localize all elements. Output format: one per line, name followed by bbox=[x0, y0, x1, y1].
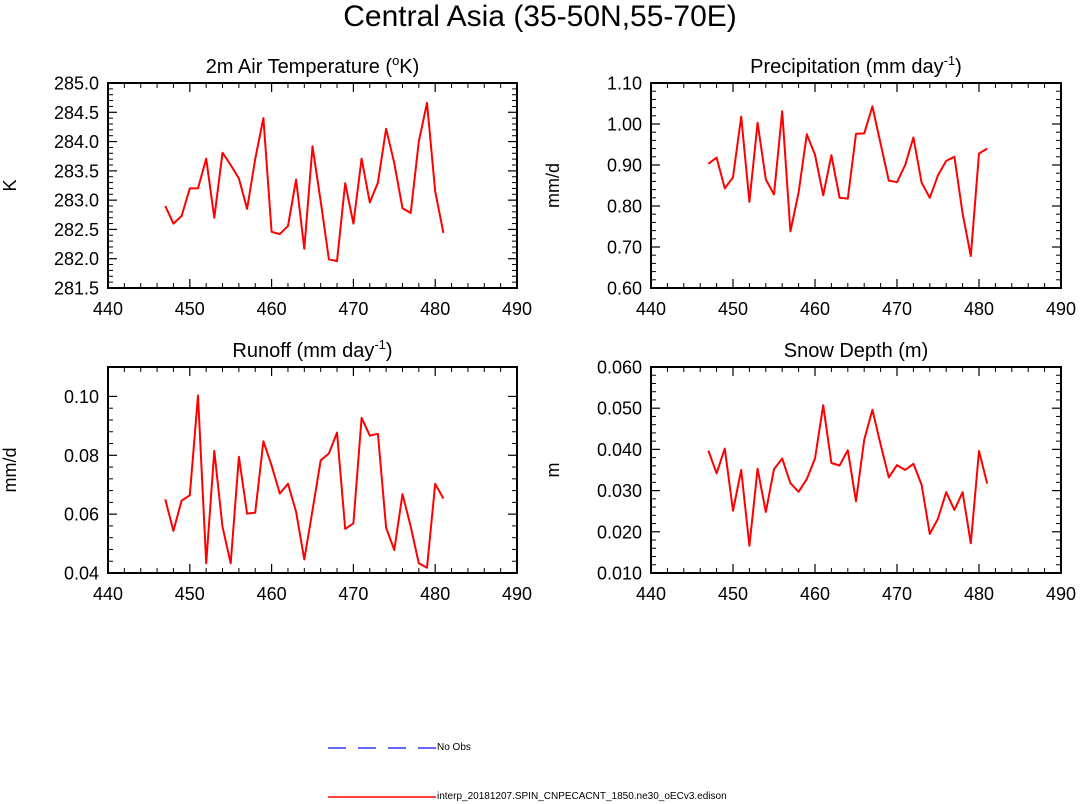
y-tick-label: 0.80 bbox=[607, 197, 642, 217]
x-tick-label: 480 bbox=[964, 584, 994, 604]
y-tick-label: 0.70 bbox=[607, 238, 642, 258]
legend-label-model: interp_20181207.SPIN_CNPECACNT_1850.ne30… bbox=[437, 791, 727, 802]
y-tick-label: 285.0 bbox=[54, 74, 99, 94]
x-tick-label: 460 bbox=[257, 584, 287, 604]
subplot-title-main: Snow Depth (m) bbox=[784, 340, 929, 362]
x-tick-label: 470 bbox=[338, 299, 368, 319]
x-tick-label: 470 bbox=[882, 299, 912, 319]
y-tick-label: 0.06 bbox=[64, 505, 99, 525]
x-tick-label: 480 bbox=[964, 299, 994, 319]
series-line-model bbox=[164, 101, 445, 263]
y-tick-label: 281.5 bbox=[54, 279, 99, 299]
chart-precipitation: 440 450 460 470 480 490 0.60 0.70 0.80 0.90 1.00 1.… bbox=[543, 53, 1076, 319]
subplot-title-sup: -1 bbox=[374, 337, 386, 352]
y-tick-label: 284.5 bbox=[54, 103, 99, 123]
subplot-title-main: 2m Air Temperature ( bbox=[206, 56, 393, 78]
subplot-title-tail: ) bbox=[386, 340, 393, 362]
x-tick-label: 440 bbox=[93, 584, 123, 604]
plot-frame bbox=[650, 366, 1062, 574]
y-tick-label: 0.08 bbox=[64, 446, 99, 466]
subplot-title-sup: -1 bbox=[944, 53, 956, 68]
y-tick-label: 283.5 bbox=[54, 161, 99, 181]
subplot-title: Precipitation (mm day-1) bbox=[750, 53, 962, 78]
y-tick-label: 1.00 bbox=[607, 115, 642, 135]
x-tick-label: 460 bbox=[257, 299, 287, 319]
plot-frame bbox=[650, 82, 1062, 289]
subplot-title: Snow Depth (m) bbox=[784, 340, 929, 362]
x-tick-label: 480 bbox=[420, 299, 450, 319]
y-tick-label: 284.0 bbox=[54, 132, 99, 152]
x-tick-label: 440 bbox=[93, 299, 123, 319]
x-tick-label: 450 bbox=[175, 584, 205, 604]
x-tick-label: 450 bbox=[175, 299, 205, 319]
y-tick-label: 0.90 bbox=[607, 156, 642, 176]
subplot-title-tail: K) bbox=[399, 56, 419, 78]
y-tick-label: 0.060 bbox=[597, 358, 642, 378]
subplot-title-tail: ) bbox=[955, 56, 962, 78]
x-tick-label: 460 bbox=[800, 584, 830, 604]
y-tick-label: 0.040 bbox=[597, 440, 642, 460]
chart-temperature: 440 450 460 470 480 490 281.5 282.0 282.5 283.0 28… bbox=[0, 53, 532, 319]
chart-runoff: 440 450 460 470 480 490 0.04 0.06 0.08 0.10 mm/d Ru… bbox=[0, 337, 532, 604]
series-line-model bbox=[707, 105, 988, 257]
plot-frame bbox=[107, 366, 518, 574]
x-tick-label: 440 bbox=[636, 299, 666, 319]
plot-frame bbox=[107, 82, 518, 289]
y-axis-label: K bbox=[0, 179, 20, 191]
y-tick-label: 0.030 bbox=[597, 481, 642, 501]
y-tick-label: 282.5 bbox=[54, 220, 99, 240]
subplot-title-sup: o bbox=[392, 53, 399, 68]
legend-label-no-obs: No Obs bbox=[437, 742, 471, 753]
x-tick-label: 490 bbox=[1046, 299, 1076, 319]
x-tick-label: 470 bbox=[882, 584, 912, 604]
subplot-title-main: Runoff (mm day bbox=[232, 340, 374, 362]
subplot-title-main: Precipitation (mm day bbox=[750, 56, 943, 78]
y-tick-label: 1.10 bbox=[607, 74, 642, 94]
figure-title: Central Asia (35-50N,55-70E) bbox=[343, 0, 737, 33]
x-tick-label: 480 bbox=[420, 584, 450, 604]
y-tick-label: 0.10 bbox=[64, 387, 99, 407]
x-tick-label: 490 bbox=[1046, 584, 1076, 604]
y-tick-label: 0.04 bbox=[64, 564, 99, 584]
subplot-title: Runoff (mm day-1) bbox=[232, 337, 392, 362]
x-tick-label: 450 bbox=[718, 299, 748, 319]
x-tick-label: 470 bbox=[338, 584, 368, 604]
y-tick-label: 0.010 bbox=[597, 564, 642, 584]
x-tick-label: 490 bbox=[502, 299, 532, 319]
x-tick-label: 490 bbox=[502, 584, 532, 604]
x-tick-label: 460 bbox=[800, 299, 830, 319]
series-line-model bbox=[164, 394, 445, 569]
y-tick-label: 0.60 bbox=[607, 279, 642, 299]
x-tick-label: 440 bbox=[636, 584, 666, 604]
y-tick-label: 0.050 bbox=[597, 399, 642, 419]
y-axis-label: mm/d bbox=[543, 163, 563, 208]
x-tick-label: 450 bbox=[718, 584, 748, 604]
series-line-model bbox=[707, 404, 989, 547]
y-axis-label: mm/d bbox=[0, 448, 20, 493]
y-tick-label: 283.0 bbox=[54, 191, 99, 211]
subplot-title: 2m Air Temperature (oK) bbox=[206, 53, 420, 78]
chart-snow-depth: 440 450 460 470 480 490 0.010 0.020 0.030 0.040 0.… bbox=[543, 340, 1076, 604]
y-tick-label: 0.020 bbox=[597, 522, 642, 542]
y-axis-label: m bbox=[543, 463, 563, 478]
y-tick-label: 282.0 bbox=[54, 249, 99, 269]
